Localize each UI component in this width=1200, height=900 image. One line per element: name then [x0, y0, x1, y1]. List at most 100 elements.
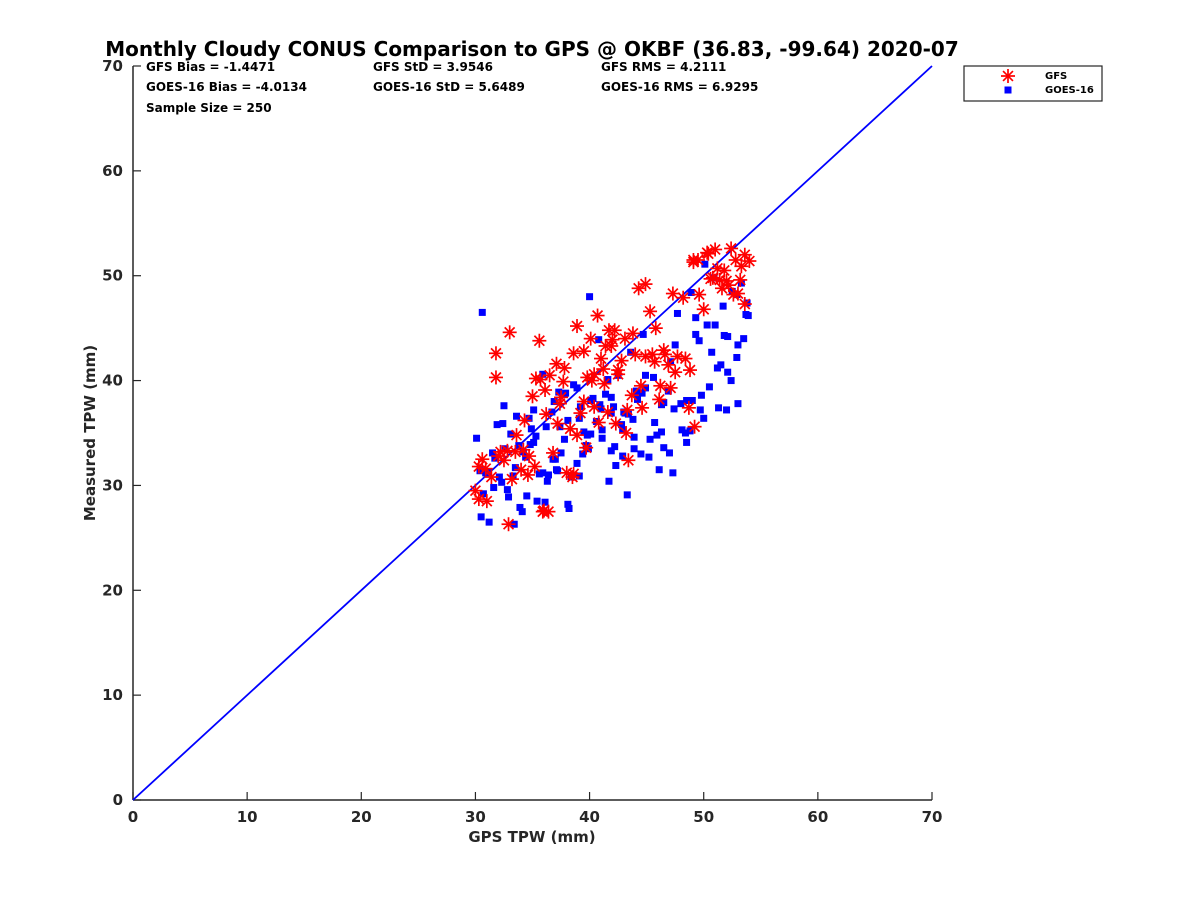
goes-16-point — [598, 426, 606, 434]
goes-16-point — [657, 401, 665, 409]
goes-16-point — [612, 462, 620, 470]
goes-16-point — [539, 469, 547, 477]
goes-16-point — [669, 469, 677, 477]
y-tick-label: 40 — [102, 372, 123, 390]
goes-16-point — [695, 337, 703, 345]
gfs-point — [573, 406, 588, 421]
gfs-point — [593, 351, 608, 366]
goes-16-point — [618, 421, 626, 429]
gfs-point — [479, 494, 494, 509]
y-tick-label: 10 — [102, 686, 123, 704]
gfs-point — [643, 304, 658, 319]
gfs-point — [541, 504, 556, 519]
gfs-point — [633, 378, 648, 393]
goes-16-point — [724, 368, 732, 376]
gfs-point — [737, 297, 752, 312]
goes-16-point — [619, 452, 627, 460]
goes-16-point — [638, 389, 646, 397]
legend-gfs-asterisk — [1001, 69, 1015, 83]
x-tick-label: 10 — [237, 808, 258, 826]
goes-16-point — [516, 503, 524, 511]
goes-16-point — [532, 432, 540, 440]
sample-size-stat: Sample Size = 250 — [146, 101, 272, 115]
gfs-point — [670, 349, 685, 364]
goes-16-point — [564, 500, 572, 508]
goes-16-point — [642, 384, 650, 392]
goes-16-point — [681, 429, 689, 437]
gfs-point — [692, 287, 707, 302]
goes-16-point — [733, 354, 741, 362]
goes-16-point — [670, 405, 678, 413]
goes-16-point — [705, 383, 713, 391]
gfs-point — [587, 399, 602, 414]
goes-16-point — [586, 293, 594, 301]
gfs-point — [638, 277, 653, 292]
axis-ticks: 0 10 20 30 40 50 60 70 0 10 20 30 40 50 60 70 — [102, 57, 942, 826]
goes-16-point — [634, 395, 642, 403]
legend-box — [963, 65, 1103, 102]
legend-gfs-label: GFS — [1045, 71, 1067, 82]
goes-16-point — [477, 513, 485, 521]
goes-16-point — [671, 341, 679, 349]
gfs-point — [733, 272, 748, 287]
gfs-point — [570, 428, 585, 443]
gfs-point — [546, 445, 561, 460]
goes-16-point — [491, 454, 499, 462]
goes-16-point — [665, 449, 673, 457]
y-tick-label: 50 — [102, 267, 123, 285]
gfs-point — [621, 453, 636, 468]
goes-16-point — [490, 484, 498, 492]
gfs-point — [647, 354, 662, 369]
goes-16-point — [530, 406, 538, 414]
gfs-std-stat: GFS StD = 3.9546 — [373, 60, 493, 74]
goes-16-point — [478, 308, 486, 316]
chart-title: Monthly Cloudy CONUS Comparison to GPS @… — [105, 37, 959, 61]
gfs-point — [557, 360, 572, 375]
goes-16-point — [715, 404, 723, 412]
gfs-point — [635, 400, 650, 415]
goes-16-point — [505, 493, 513, 501]
goes-16-point — [649, 373, 657, 381]
goes-16-point — [525, 414, 533, 422]
goes-16-point — [723, 406, 731, 414]
gfs-point — [525, 389, 540, 404]
goes-16-point — [523, 492, 531, 500]
goes-16-point — [541, 498, 549, 506]
goes-16-point — [507, 430, 515, 438]
goes-16-point — [542, 423, 550, 431]
gfs-point — [678, 351, 693, 366]
goes-16-point — [560, 435, 568, 443]
goes-16-point — [499, 420, 507, 428]
gfs-point — [601, 323, 616, 338]
gfs-point — [624, 388, 639, 403]
goes-16-point — [489, 449, 497, 457]
gfs-point — [596, 362, 611, 377]
legend-gfs-marker — [1001, 69, 1015, 83]
gfs-point — [648, 321, 663, 336]
goes-16-point — [692, 314, 700, 322]
gfs-point — [579, 440, 594, 455]
x-tick-label: 30 — [465, 808, 486, 826]
gfs-point — [687, 419, 702, 434]
gfs-rms-stat: GFS RMS = 4.2111 — [601, 60, 726, 74]
goes-16-point — [473, 434, 481, 442]
goes-16-point — [500, 402, 508, 410]
gfs-point — [617, 331, 632, 346]
legend: GFS GOES-16 — [963, 65, 1103, 102]
goes-16-point — [630, 433, 638, 441]
goes-16-point — [687, 288, 695, 296]
y-tick-label: 20 — [102, 581, 123, 599]
goes-16-point — [683, 438, 691, 446]
gfs-point — [742, 254, 757, 269]
gfs-point — [504, 472, 519, 487]
gfs-point — [532, 333, 547, 348]
goes-16-point — [697, 391, 705, 399]
goes-16-point — [564, 416, 572, 424]
gfs-point — [665, 286, 680, 301]
gfs-point — [517, 413, 532, 428]
goes-16-point — [655, 466, 663, 474]
gfs-point — [501, 517, 516, 532]
gfs-point — [468, 483, 483, 498]
goes-16-point — [565, 504, 573, 512]
